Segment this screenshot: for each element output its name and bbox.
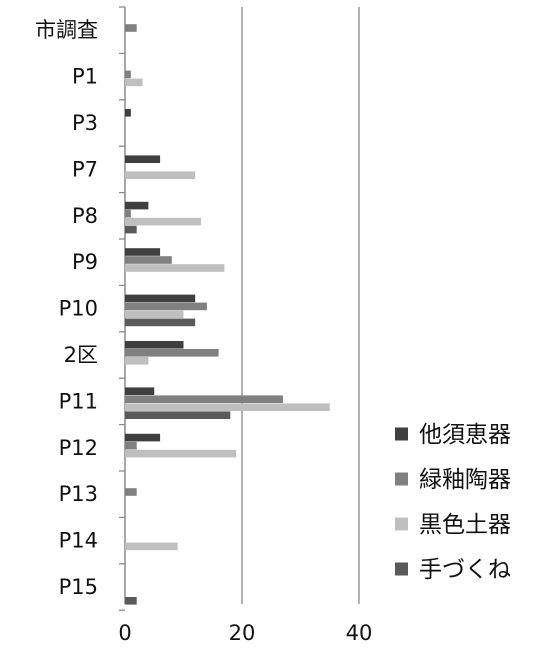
category-label: 市調査 — [35, 18, 98, 42]
bar-手づくね-P8 — [125, 225, 137, 234]
x-tick-label: 0 — [118, 621, 131, 645]
bars — [125, 24, 330, 605]
category-label: P11 — [59, 389, 98, 413]
bar-他須恵器-P11 — [125, 387, 155, 395]
x-tick-label: 20 — [229, 621, 256, 645]
legend-swatch — [395, 517, 408, 531]
bar-手づくね-P15 — [125, 597, 137, 605]
bar-緑釉陶器-P11 — [125, 395, 283, 403]
bar-黒色土器-P1 — [125, 78, 143, 87]
bar-黒色土器-P11 — [125, 403, 330, 411]
category-labels: 市調査 P1 P3 P7 P8 P9 P10 2区 P11 P12 P13 P14 P15 — [35, 18, 98, 599]
bar-黒色土器-P7 — [125, 171, 196, 179]
axes — [119, 6, 126, 611]
category-label: P3 — [72, 111, 98, 135]
bar-緑釉陶器-P13 — [125, 488, 137, 496]
legend-label: 他須恵器 — [419, 422, 511, 448]
category-label: P13 — [59, 482, 98, 506]
bar-他須恵器-P9 — [125, 248, 161, 256]
bar-手づくね-P10 — [125, 318, 196, 327]
x-tick-label: 40 — [346, 621, 373, 645]
category-label: 2区 — [64, 343, 98, 367]
bar-黒色土器-P14 — [125, 542, 178, 551]
bar-緑釉陶器-P8 — [125, 209, 131, 218]
legend-swatch — [395, 427, 408, 441]
category-label: P15 — [59, 575, 98, 599]
bar-他須恵器-P10 — [125, 294, 196, 303]
bar-緑釉陶器-2区 — [125, 349, 219, 357]
x-tick-labels: 0 20 40 — [118, 621, 372, 645]
bar-緑釉陶器-市調査 — [125, 24, 137, 32]
legend-label: 黒色土器 — [419, 512, 511, 538]
bar-黒色土器-P9 — [125, 264, 225, 272]
bar-緑釉陶器-P12 — [125, 441, 137, 450]
bar-他須恵器-P7 — [125, 155, 161, 163]
legend-label: 緑釉陶器 — [419, 467, 511, 493]
bar-他須恵器-2区 — [125, 341, 184, 349]
category-label: P14 — [59, 529, 98, 553]
bar-緑釉陶器-P9 — [125, 256, 172, 264]
bar-黒色土器-2区 — [125, 357, 149, 365]
legend-label: 手づくね — [419, 557, 511, 583]
bar-他須恵器-P12 — [125, 433, 161, 442]
category-label: P12 — [59, 436, 98, 460]
bar-黒色土器-P8 — [125, 217, 202, 226]
category-label: P10 — [59, 297, 98, 321]
bar-他須恵器-P8 — [125, 201, 149, 210]
category-label: P1 — [72, 65, 98, 89]
bar-緑釉陶器-P1 — [125, 70, 131, 79]
category-label: P7 — [72, 157, 98, 181]
category-label: P9 — [72, 250, 98, 274]
bar-黒色土器-P10 — [125, 310, 184, 319]
bar-黒色土器-P12 — [125, 449, 237, 458]
legend-swatch — [395, 472, 408, 486]
gridlines — [241, 7, 360, 604]
bar-手づくね-P11 — [125, 411, 231, 419]
bar-他須恵器-P3 — [125, 109, 131, 117]
bar-緑釉陶器-P10 — [125, 302, 207, 311]
legend-swatch — [395, 562, 408, 576]
category-label: P8 — [72, 204, 98, 228]
